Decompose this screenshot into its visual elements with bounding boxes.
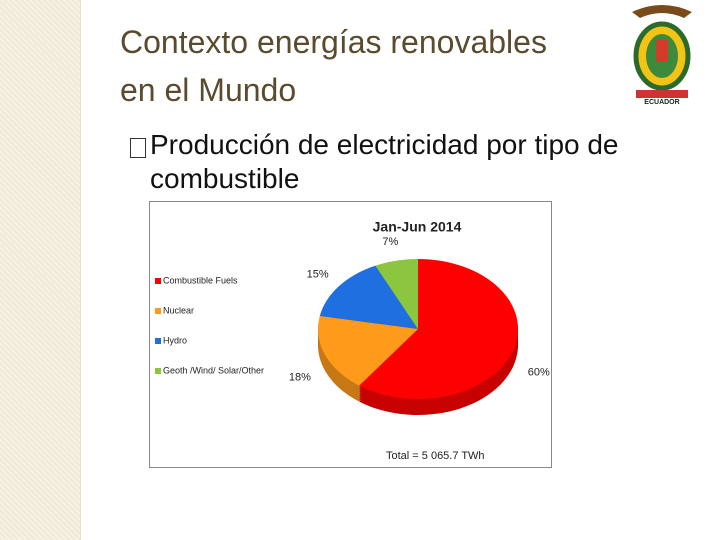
legend-label: Combustible Fuels [163, 275, 238, 285]
bullet-text: Producción de electricidad por tipo de c… [150, 129, 619, 194]
decor-strip [0, 0, 81, 540]
legend-label: Nuclear [163, 305, 194, 315]
legend-swatch [155, 308, 161, 314]
value-label: 60% [528, 366, 550, 378]
annotation: Total = 5 065.7 TWh [386, 450, 485, 462]
chart: Jan-Jun 2014 Total = 5 065.7 TWh 60% 18% 1… [149, 201, 552, 468]
pie-slice [318, 315, 418, 386]
legend-swatch [155, 338, 161, 344]
logo: ECUADOR [632, 5, 692, 106]
pie-slice [359, 259, 518, 399]
slide-title: en el Mundo [120, 72, 297, 108]
value-label: 18% [289, 372, 311, 384]
pie-slice [319, 265, 418, 329]
logo-text: ECUADOR [644, 99, 679, 106]
legend-swatch [155, 278, 161, 284]
legend-label: Hydro [163, 335, 187, 345]
value-label: 15% [307, 268, 329, 280]
pie-slice [375, 259, 418, 329]
value-label: 7% [382, 236, 398, 248]
slide-title: Contexto energías renovables [120, 24, 547, 60]
chart-title: Jan-Jun 2014 [373, 219, 462, 235]
bullet-marker [130, 138, 146, 158]
legend-label: Geoth /Wind/ Solar/Other [163, 365, 264, 375]
legend-swatch [155, 368, 161, 374]
